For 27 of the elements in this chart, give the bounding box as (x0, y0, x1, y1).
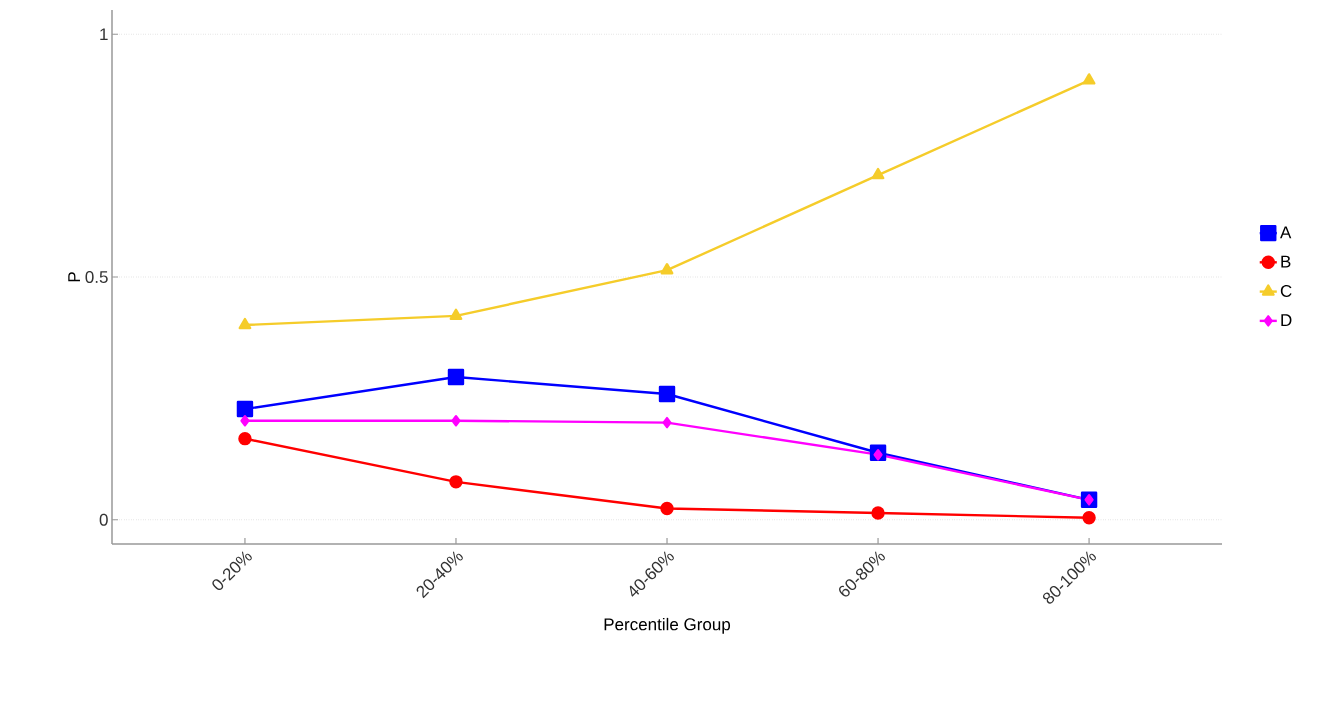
point (447, 368, 465, 386)
x-axis-title: Percentile Group (604, 617, 731, 634)
legend-label: B (1281, 255, 1291, 268)
point (238, 317, 252, 330)
legend-label: A (1280, 226, 1292, 239)
y-axis-title: P (68, 272, 80, 282)
point (449, 475, 463, 489)
y-tick-label: 0.5 (85, 270, 108, 284)
point (451, 414, 461, 427)
y-tick-label: 0 (99, 513, 108, 526)
legend-label: C (1280, 284, 1292, 297)
y-tick-label: 1 (100, 28, 108, 41)
point (871, 506, 885, 520)
point (660, 501, 674, 516)
point (236, 400, 254, 418)
point (1082, 73, 1096, 85)
point (873, 448, 883, 461)
point (660, 263, 674, 275)
point (658, 385, 676, 403)
legend-label: D (1281, 314, 1292, 326)
point (1082, 511, 1096, 525)
point (449, 308, 463, 321)
point (662, 416, 672, 429)
point (871, 167, 885, 180)
point (240, 414, 250, 427)
point (1084, 494, 1094, 506)
point (238, 431, 252, 446)
